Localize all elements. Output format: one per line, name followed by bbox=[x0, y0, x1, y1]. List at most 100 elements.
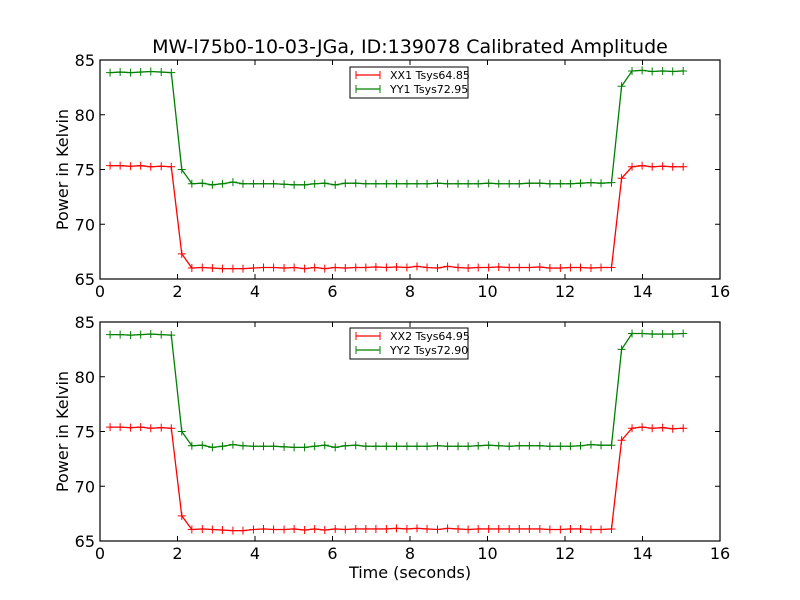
data-point-yy1 bbox=[167, 68, 176, 77]
data-point-xx1 bbox=[126, 162, 135, 171]
data-point-xx2 bbox=[280, 525, 289, 534]
data-point-yy1 bbox=[146, 67, 155, 76]
data-point-xx1 bbox=[218, 264, 227, 273]
data-point-yy2 bbox=[106, 330, 115, 339]
data-point-xx2 bbox=[177, 511, 186, 520]
data-point-xx1 bbox=[474, 263, 483, 272]
x-tick-label: 16 bbox=[710, 282, 730, 301]
data-point-xx2 bbox=[566, 524, 575, 533]
data-point-xx1 bbox=[586, 264, 595, 273]
data-point-xx2 bbox=[187, 525, 196, 534]
data-point-yy1 bbox=[658, 66, 667, 75]
data-point-xx1 bbox=[628, 162, 637, 171]
data-point-xx1 bbox=[556, 264, 565, 273]
data-point-xx1 bbox=[402, 263, 411, 272]
data-point-xx2 bbox=[628, 424, 637, 433]
data-point-yy2 bbox=[402, 442, 411, 451]
x-tick-label: 2 bbox=[172, 544, 182, 563]
x-tick-label: 14 bbox=[632, 544, 652, 563]
data-point-yy1 bbox=[474, 179, 483, 188]
data-point-xx2 bbox=[402, 524, 411, 533]
data-point-yy2 bbox=[525, 441, 534, 450]
data-point-xx2 bbox=[679, 424, 688, 433]
data-point-yy2 bbox=[198, 441, 207, 450]
data-point-yy2 bbox=[423, 442, 432, 451]
data-point-xx1 bbox=[259, 263, 268, 272]
data-point-yy2 bbox=[566, 442, 575, 451]
data-point-yy2 bbox=[505, 442, 514, 451]
data-point-xx1 bbox=[300, 264, 309, 273]
y-tick-label: 70 bbox=[75, 215, 95, 234]
data-point-yy1 bbox=[238, 179, 247, 188]
data-point-xx2 bbox=[515, 524, 524, 533]
data-point-yy2 bbox=[607, 441, 616, 450]
data-point-yy1 bbox=[556, 179, 565, 188]
chart-title: MW-l75b0-10-03-JGa, ID:139078 Calibrated… bbox=[152, 36, 668, 58]
data-point-yy1 bbox=[586, 178, 595, 187]
data-point-yy1 bbox=[494, 179, 503, 188]
data-point-xx2 bbox=[505, 524, 514, 533]
data-point-xx1 bbox=[371, 262, 380, 271]
data-point-yy1 bbox=[525, 179, 534, 188]
data-point-yy2 bbox=[177, 427, 186, 436]
legend-entry-label: YY1 Tsys72.95 bbox=[389, 83, 468, 96]
data-point-xx1 bbox=[280, 264, 289, 273]
data-point-xx1 bbox=[228, 264, 237, 273]
data-point-xx1 bbox=[392, 262, 401, 271]
data-point-yy1 bbox=[351, 179, 360, 188]
data-point-yy2 bbox=[228, 440, 237, 449]
data-point-yy1 bbox=[648, 67, 657, 76]
legend-box bbox=[349, 327, 469, 360]
data-point-xx2 bbox=[597, 525, 606, 534]
data-point-xx1 bbox=[679, 162, 688, 171]
data-point-yy1 bbox=[638, 66, 647, 75]
data-point-yy1 bbox=[228, 178, 237, 187]
data-point-xx2 bbox=[617, 436, 626, 445]
data-point-yy1 bbox=[443, 179, 452, 188]
data-point-xx2 bbox=[300, 526, 309, 535]
y-tick-label: 65 bbox=[75, 270, 95, 289]
data-point-xx2 bbox=[341, 525, 350, 534]
data-point-yy1 bbox=[198, 179, 207, 188]
data-point-xx1 bbox=[412, 262, 421, 271]
x-tick-label: 4 bbox=[250, 544, 260, 563]
data-point-yy2 bbox=[382, 442, 391, 451]
y-tick-label: 65 bbox=[75, 532, 95, 551]
data-point-yy1 bbox=[617, 82, 626, 91]
data-point-xx2 bbox=[545, 525, 554, 534]
data-point-yy1 bbox=[331, 180, 340, 189]
y-tick-label: 80 bbox=[75, 368, 95, 387]
data-point-yy2 bbox=[146, 330, 155, 339]
data-point-xx2 bbox=[535, 524, 544, 533]
legend-marker bbox=[355, 85, 381, 93]
data-point-yy2 bbox=[331, 443, 340, 452]
data-point-yy1 bbox=[300, 180, 309, 189]
data-point-yy1 bbox=[423, 179, 432, 188]
data-point-xx1 bbox=[668, 162, 677, 171]
data-point-yy2 bbox=[576, 441, 585, 450]
data-point-xx2 bbox=[208, 525, 217, 534]
data-point-xx1 bbox=[320, 264, 329, 273]
plot-area bbox=[106, 66, 688, 273]
data-point-yy1 bbox=[218, 179, 227, 188]
data-point-xx1 bbox=[198, 263, 207, 272]
data-point-xx1 bbox=[505, 263, 514, 272]
y-tick-label: 75 bbox=[75, 423, 95, 442]
data-point-xx1 bbox=[269, 263, 278, 272]
data-point-yy2 bbox=[628, 329, 637, 338]
legend-marker bbox=[355, 332, 381, 340]
data-point-xx1 bbox=[443, 262, 452, 271]
y-axis-label: Power in Kelvin bbox=[53, 109, 72, 230]
data-point-yy2 bbox=[371, 442, 380, 451]
data-point-yy1 bbox=[597, 179, 606, 188]
data-point-yy1 bbox=[361, 179, 370, 188]
data-point-xx2 bbox=[136, 423, 145, 432]
data-point-yy1 bbox=[576, 179, 585, 188]
data-point-xx1 bbox=[597, 263, 606, 272]
data-point-yy2 bbox=[464, 442, 473, 451]
bottom-panel: 0 2 4 6 8 10 12 14 16 65 70 75 80 85 Power in Kelvin XX… bbox=[53, 313, 730, 563]
legend-entry-label: XX1 Tsys64.85 bbox=[390, 69, 470, 82]
data-point-xx1 bbox=[433, 264, 442, 273]
data-point-xx2 bbox=[371, 524, 380, 533]
